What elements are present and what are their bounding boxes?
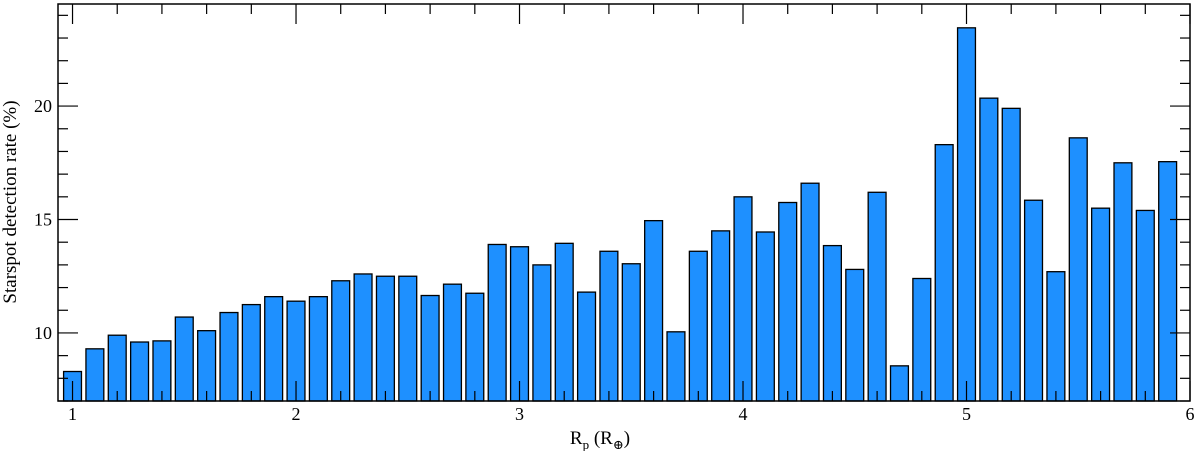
x-axis-label-rest: (R xyxy=(589,428,613,449)
bar xyxy=(576,291,597,402)
bar xyxy=(711,230,731,402)
bar xyxy=(375,275,396,402)
bar xyxy=(197,330,217,402)
bar xyxy=(845,268,865,402)
ticks-group xyxy=(58,4,1191,402)
bar xyxy=(420,294,440,402)
bar xyxy=(219,311,239,402)
bar xyxy=(85,348,105,402)
bar xyxy=(934,143,954,402)
y-axis-label: Starspot detection rate (%) xyxy=(0,100,21,303)
x-tick-label: 6 xyxy=(1186,404,1195,424)
bar xyxy=(755,231,775,402)
bar xyxy=(621,263,641,402)
bar xyxy=(1023,199,1044,402)
y-tick-label: 10 xyxy=(34,323,52,343)
bar xyxy=(800,182,820,402)
bar xyxy=(241,303,261,402)
y-tick-label: 15 xyxy=(34,210,52,230)
x-axis-label-main: R xyxy=(570,428,583,449)
x-axis-label-sub2: ⊕ xyxy=(613,437,624,451)
tick-labels-group: 1 2 3 4 5 6 10 15 20 xyxy=(34,96,1195,424)
bar xyxy=(487,243,507,402)
bar xyxy=(353,273,373,402)
bar xyxy=(398,275,418,402)
bar xyxy=(889,365,910,402)
bar xyxy=(1158,161,1178,402)
bar xyxy=(688,250,708,402)
bar xyxy=(264,295,284,402)
x-tick-label: 5 xyxy=(962,404,971,424)
bar xyxy=(1001,107,1021,402)
bar xyxy=(174,316,194,402)
bars-group xyxy=(62,27,1178,402)
bar xyxy=(129,341,150,402)
plot-frame xyxy=(57,3,1191,402)
x-axis-label-sub: p xyxy=(583,437,590,451)
bar xyxy=(532,264,552,402)
x-tick-label: 3 xyxy=(515,404,524,424)
bar xyxy=(778,201,798,402)
bar xyxy=(867,191,887,402)
bar xyxy=(733,196,753,402)
bar xyxy=(822,244,842,402)
x-tick-label: 1 xyxy=(68,404,77,424)
bar xyxy=(644,219,664,402)
bar xyxy=(308,295,328,402)
bar xyxy=(331,280,351,402)
x-axis-label: Rp (R⊕) xyxy=(570,428,630,451)
bar xyxy=(442,283,463,402)
bar xyxy=(979,97,999,402)
bar xyxy=(1113,162,1133,402)
y-tick-label: 20 xyxy=(34,96,52,116)
bar xyxy=(509,246,530,402)
bar xyxy=(956,27,977,402)
bar xyxy=(1046,271,1066,402)
bar xyxy=(554,242,574,402)
bar xyxy=(465,292,485,402)
bar xyxy=(666,331,686,402)
bar xyxy=(1068,137,1088,402)
x-tick-label: 4 xyxy=(739,404,748,424)
x-axis-label-end: ) xyxy=(624,428,630,449)
bar xyxy=(599,250,619,402)
bar xyxy=(1091,207,1111,402)
x-tick-label: 2 xyxy=(292,404,301,424)
bar xyxy=(912,277,932,402)
bar xyxy=(1135,209,1155,402)
